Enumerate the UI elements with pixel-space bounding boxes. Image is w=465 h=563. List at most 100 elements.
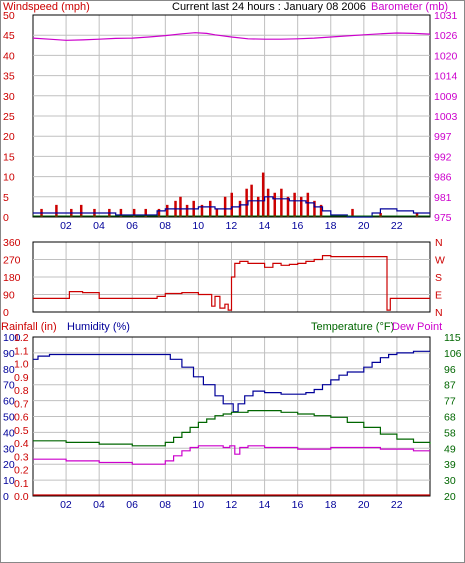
wind-gust-bar [280,188,283,217]
x-tick-label-3-2: 06 [126,499,138,511]
rain-tick-1: 1.1 [14,345,29,357]
x-tick-label-1-5: 12 [226,220,238,232]
wind-gust-bar [319,204,323,217]
wind-average-line [33,196,430,218]
wind-gust-bar [223,196,227,217]
right-tick-3-7: 49 [444,443,456,455]
wind-gust-bar [215,208,219,217]
right-tick-3-9: 30 [444,475,456,487]
panel3-dewpoint-label: Dew Point [392,321,442,333]
wind-gust-bar [415,212,419,217]
right-tick-3-8: 39 [444,459,456,471]
right-tick-2-1: W [435,255,445,267]
right-tick-1-7: 992 [434,151,452,163]
rain-tick-11: 0.1 [14,478,29,490]
rain-tick-3: 0.9 [14,372,29,384]
humidity-line [33,350,430,413]
rain-tick-0: 1.2 [14,332,29,344]
right-tick-1-1: 1026 [434,30,458,42]
panel3-humidity-label: Humidity (%) [67,321,130,333]
right-tick-3-4: 77 [444,396,456,408]
x-tick-label-1-9: 20 [358,220,370,232]
left-tick-2-4: 0 [3,307,9,319]
chart-title: Current last 24 hours : January 08 2006 [172,1,366,13]
left-tick-1-1: 45 [3,30,15,42]
wind-gust-bar [286,196,290,217]
x-tick-label-1-7: 16 [292,220,304,232]
wind-gust-bar [185,204,189,217]
wind-gust-bar [165,204,169,217]
wind-gust-bar [256,196,260,217]
left-tick-2-2: 180 [3,272,21,284]
panel3-temperature-label: Temperature (°F) [311,321,394,333]
left-tick-3-4: 60 [3,396,15,408]
left-tick-1-10: 0 [3,212,9,224]
left-tick-2-0: 360 [3,237,21,249]
left-tick-2-3: 90 [3,290,15,302]
wind-gust-bar [55,204,58,217]
x-tick-label-1-2: 06 [126,220,138,232]
wind-gust-bar [299,196,303,217]
right-tick-1-10: 975 [434,212,452,224]
x-tick-label-3-7: 16 [292,499,304,511]
left-tick-3-3: 70 [3,380,15,392]
right-tick-2-2: S [435,272,442,284]
panel3-rain-label: Rainfall (in) [1,321,57,333]
x-tick-label-1-6: 14 [259,220,271,232]
right-tick-2-0: N [435,237,443,249]
x-tick-label-1-3: 08 [159,220,171,232]
right-tick-1-3: 1014 [434,71,458,83]
x-tick-label-3-10: 22 [391,499,403,511]
wind-gust-bar [261,172,265,217]
x-tick-label-3-4: 10 [192,499,204,511]
wind-gust-bar [313,200,316,217]
right-tick-1-6: 997 [434,131,452,143]
right-tick-1-4: 1009 [434,91,458,103]
x-tick-label-1-10: 22 [391,220,403,232]
left-tick-1-0: 50 [3,10,15,22]
x-tick-label-3-5: 12 [226,499,238,511]
panel1-left-label: Windspeed (mph) [3,1,90,13]
right-tick-3-0: 115 [444,332,461,344]
wind-gust-bar [119,208,123,217]
x-tick-label-3-6: 14 [259,499,271,511]
right-tick-1-9: 981 [434,192,452,204]
left-tick-1-5: 25 [3,111,15,123]
right-tick-3-1: 106 [444,348,462,360]
wind-gust-bar [144,208,147,217]
wind-gust-bar [293,192,296,217]
x-tick-label-3-9: 20 [358,499,370,511]
left-tick-3-9: 10 [3,475,15,487]
left-tick-3-10: 0 [3,491,9,503]
left-tick-3-2: 80 [3,364,15,376]
wind-gust-bar [273,192,277,217]
wind-gust-bar [351,208,354,217]
rain-tick-5: 0.7 [14,398,29,410]
barometer-line [32,32,431,41]
right-tick-3-5: 68 [444,412,456,424]
left-tick-3-8: 20 [3,459,15,471]
right-tick-1-5: 1003 [434,111,458,123]
left-tick-3-5: 50 [3,412,15,424]
rain-tick-9: 0.3 [14,451,29,463]
left-tick-2-1: 270 [3,255,21,267]
x-tick-label-1-1: 04 [93,220,105,232]
panel1-right-label: Barometer (mb) [371,1,448,13]
wind-gust-bar [179,196,182,217]
rain-tick-7: 0.5 [14,425,29,437]
wind-gust-bar [266,188,270,217]
left-tick-1-3: 35 [3,71,15,83]
wind-gust-bar [245,188,248,217]
wind-direction-line [33,255,430,311]
wind-gust-bar [157,208,161,217]
left-tick-3-0: 100 [3,332,21,344]
right-tick-2-4: N [435,307,443,319]
wind-gust-bar [238,200,242,217]
wind-gust-bar [230,192,233,217]
right-tick-1-8: 986 [434,172,452,184]
right-tick-3-10: 20 [444,491,456,503]
x-tick-label-3-1: 04 [93,499,105,511]
rain-tick-8: 0.4 [14,438,29,450]
left-tick-1-4: 30 [3,91,15,103]
